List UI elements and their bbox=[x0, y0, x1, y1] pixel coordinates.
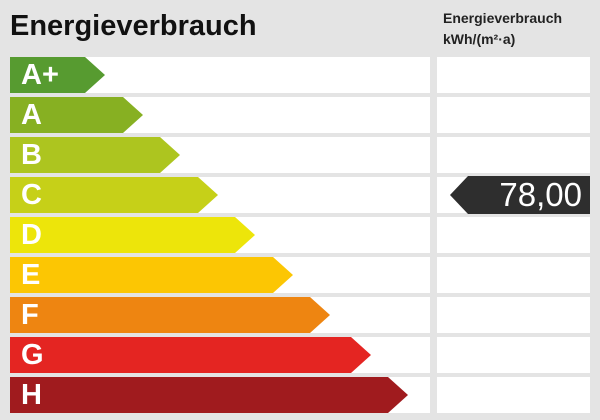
unit-label: Energieverbrauch kWh/(m²·a) bbox=[443, 8, 562, 50]
grade-arrow: H bbox=[10, 377, 408, 413]
scale-row-track: A bbox=[10, 97, 430, 133]
scale-row-track: H bbox=[10, 377, 430, 413]
scale-row: A+ bbox=[10, 57, 590, 93]
grade-letter: A bbox=[21, 99, 42, 131]
unit-label-line1: Energieverbrauch bbox=[443, 10, 563, 26]
scale-row: H bbox=[10, 377, 590, 413]
scale-row: B bbox=[10, 137, 590, 173]
scale-row-track: A+ bbox=[10, 57, 430, 93]
grade-arrow: D bbox=[10, 217, 255, 253]
scale-row-track: B bbox=[10, 137, 430, 173]
value-cell bbox=[437, 97, 590, 133]
energy-scale: A+ A B bbox=[10, 57, 590, 413]
grade-arrow: G bbox=[10, 337, 371, 373]
scale-row: E bbox=[10, 257, 590, 293]
grade-letter: B bbox=[21, 139, 42, 171]
grade-arrow: E bbox=[10, 257, 293, 293]
value-cell bbox=[437, 337, 590, 373]
scale-row-track: D bbox=[10, 217, 430, 253]
value-text: 78,00 bbox=[499, 176, 582, 213]
grade-letter: D bbox=[21, 219, 42, 251]
unit-label-line2: kWh/(m²·a) bbox=[443, 31, 516, 47]
value-cell bbox=[437, 217, 590, 253]
scale-row: C 78,00 bbox=[10, 176, 590, 214]
page-title: Energieverbrauch bbox=[10, 10, 257, 42]
grade-arrow: C bbox=[10, 177, 218, 213]
value-marker-arrow: 78,00 bbox=[450, 176, 590, 214]
grade-arrow: A+ bbox=[10, 57, 105, 93]
grade-letter: E bbox=[21, 259, 41, 291]
grade-arrow: F bbox=[10, 297, 330, 333]
scale-row: D bbox=[10, 217, 590, 253]
grade-arrow: B bbox=[10, 137, 180, 173]
scale-row-track: G bbox=[10, 337, 430, 373]
value-cell bbox=[437, 377, 590, 413]
grade-arrow: A bbox=[10, 97, 143, 133]
value-cell bbox=[437, 137, 590, 173]
value-cell bbox=[437, 297, 590, 333]
grade-letter: G bbox=[21, 339, 44, 371]
value-cell: 78,00 bbox=[437, 176, 590, 214]
scale-row: G bbox=[10, 337, 590, 373]
value-cell bbox=[437, 257, 590, 293]
scale-row: A bbox=[10, 97, 590, 133]
scale-row-track: F bbox=[10, 297, 430, 333]
scale-row-track: C bbox=[10, 177, 430, 213]
scale-row-track: E bbox=[10, 257, 430, 293]
grade-letter: C bbox=[21, 179, 42, 211]
value-cell bbox=[437, 57, 590, 93]
grade-letter: H bbox=[21, 379, 42, 411]
scale-row: F bbox=[10, 297, 590, 333]
grade-letter: F bbox=[21, 299, 39, 331]
grade-letter: A+ bbox=[21, 59, 59, 91]
